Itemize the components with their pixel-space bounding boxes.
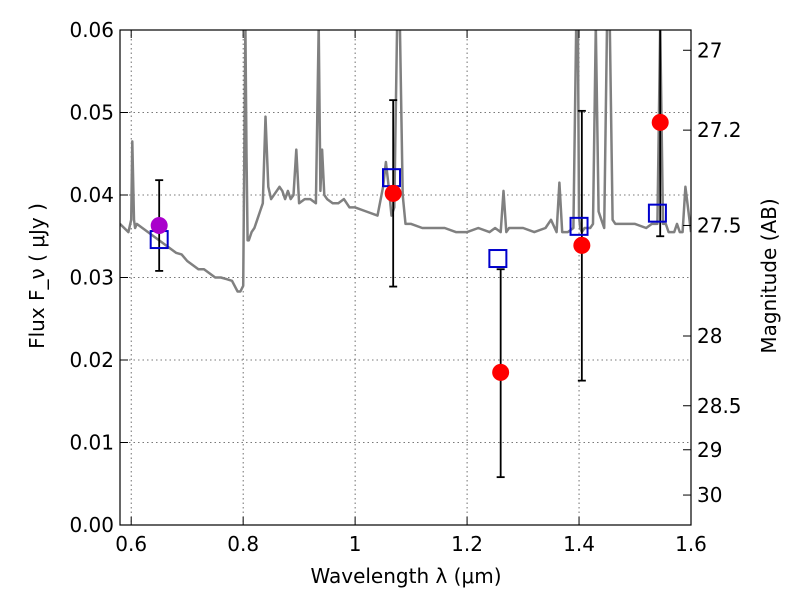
x-tick-labels: 0.6 0.8 1 1.2 1.4 1.6 bbox=[115, 532, 707, 556]
x-tick-label: 1.2 bbox=[451, 532, 483, 556]
y-tick-label: 0.04 bbox=[69, 183, 114, 207]
y-tick-label: 0.06 bbox=[69, 18, 114, 42]
x-tick-label: 1 bbox=[349, 532, 362, 556]
observed-point bbox=[573, 236, 591, 254]
right-tick-label: 28.5 bbox=[697, 394, 742, 418]
right-axis-label: Magnitude (AB) bbox=[757, 198, 781, 353]
ticks bbox=[120, 29, 692, 526]
right-tick-label: 27.5 bbox=[697, 213, 742, 237]
model-point bbox=[488, 249, 508, 269]
observed-point bbox=[492, 363, 510, 381]
x-tick-label: 1.6 bbox=[675, 532, 707, 556]
observed-point bbox=[384, 184, 402, 202]
y-tick-label: 0.03 bbox=[69, 266, 114, 290]
y-axis-label: Flux F_ν ( μJy ) bbox=[25, 203, 49, 349]
observed-point bbox=[150, 217, 168, 235]
model-point bbox=[569, 216, 589, 236]
x-tick-label: 0.8 bbox=[227, 532, 259, 556]
right-tick-label: 27 bbox=[697, 38, 722, 62]
model-point bbox=[647, 203, 667, 223]
x-tick-label: 0.6 bbox=[115, 532, 147, 556]
sed-model-line bbox=[120, 30, 691, 293]
observed-point bbox=[651, 113, 669, 131]
observed-points-layer bbox=[150, 113, 669, 381]
sed-model-layer bbox=[120, 30, 691, 293]
errorbar-layer bbox=[155, 30, 665, 479]
right-tick-labels: 27 27.2 27.5 28 28.5 29 30 bbox=[697, 38, 742, 507]
y-tick-label: 0.00 bbox=[69, 513, 114, 537]
right-tick-label: 30 bbox=[697, 483, 722, 507]
y-tick-label: 0.02 bbox=[69, 348, 114, 372]
x-axis-label: Wavelength λ (μm) bbox=[310, 564, 501, 588]
right-tick-label: 27.2 bbox=[697, 118, 742, 142]
right-tick-label: 29 bbox=[697, 438, 722, 462]
model-points-layer bbox=[149, 168, 667, 269]
x-tick-label: 1.4 bbox=[563, 532, 595, 556]
y-tick-labels: 0.00 0.01 0.02 0.03 0.04 0.05 0.06 bbox=[69, 18, 114, 537]
y-tick-label: 0.01 bbox=[69, 431, 114, 455]
y-tick-label: 0.05 bbox=[69, 101, 114, 125]
right-tick-label: 28 bbox=[697, 324, 722, 348]
